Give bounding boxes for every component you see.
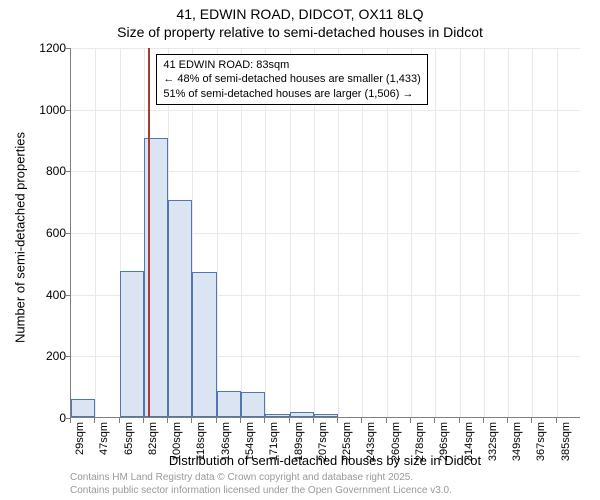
- x-tick: [167, 418, 168, 423]
- attribution-line2: Contains public sector information licen…: [70, 485, 452, 498]
- x-tick: [143, 418, 144, 423]
- marker-line: [148, 48, 150, 417]
- plot-area: 41 EDWIN ROAD: 83sqm← 48% of semi-detach…: [70, 48, 580, 418]
- x-tick: [313, 418, 314, 423]
- histogram-bar: [192, 272, 216, 417]
- x-tick: [289, 418, 290, 423]
- x-tick: [337, 418, 338, 423]
- annotation-line1: 41 EDWIN ROAD: 83sqm: [163, 58, 420, 72]
- grid-line-h: [71, 110, 580, 111]
- grid-line-v: [95, 48, 96, 417]
- y-tick-label: 1000: [26, 103, 66, 117]
- x-tick: [216, 418, 217, 423]
- grid-line-v: [484, 48, 485, 417]
- y-tick-label: 800: [26, 164, 66, 178]
- grid-line-v: [460, 48, 461, 417]
- y-tick-label: 1200: [26, 41, 66, 55]
- grid-line-v: [557, 48, 558, 417]
- x-tick: [264, 418, 265, 423]
- x-tick: [94, 418, 95, 423]
- x-tick: [70, 418, 71, 423]
- histogram-bar: [168, 200, 192, 417]
- x-tick: [240, 418, 241, 423]
- histogram-bar: [71, 399, 95, 418]
- x-axis-label: Distribution of semi-detached houses by …: [70, 453, 580, 468]
- annotation-line3: 51% of semi-detached houses are larger (…: [163, 87, 420, 101]
- y-tick-label: 200: [26, 349, 66, 363]
- x-tick: [556, 418, 557, 423]
- x-tick: [459, 418, 460, 423]
- grid-line-v: [508, 48, 509, 417]
- y-tick-label: 600: [26, 226, 66, 240]
- annotation-line2: ← 48% of semi-detached houses are smalle…: [163, 72, 420, 86]
- histogram-bar: [241, 392, 265, 417]
- annotation-box: 41 EDWIN ROAD: 83sqm← 48% of semi-detach…: [156, 54, 427, 105]
- grid-line-v: [435, 48, 436, 417]
- attribution-line1: Contains HM Land Registry data © Crown c…: [70, 472, 452, 485]
- chart-container: 41, EDWIN ROAD, DIDCOT, OX11 8LQ Size of…: [0, 0, 600, 500]
- y-tick-label: 400: [26, 288, 66, 302]
- x-tick: [434, 418, 435, 423]
- x-tick: [119, 418, 120, 423]
- x-tick: [361, 418, 362, 423]
- x-tick: [507, 418, 508, 423]
- y-tick-label: 0: [26, 411, 66, 425]
- x-tick: [191, 418, 192, 423]
- histogram-bar: [120, 271, 144, 417]
- x-tick: [531, 418, 532, 423]
- histogram-bar: [217, 391, 241, 417]
- histogram-bar: [265, 414, 289, 417]
- x-tick: [483, 418, 484, 423]
- attribution-text: Contains HM Land Registry data © Crown c…: [70, 472, 452, 497]
- x-tick: [386, 418, 387, 423]
- chart-title-sub: Size of property relative to semi-detach…: [0, 24, 600, 40]
- x-tick: [410, 418, 411, 423]
- chart-title-main: 41, EDWIN ROAD, DIDCOT, OX11 8LQ: [0, 6, 600, 22]
- grid-line-h: [71, 48, 580, 49]
- grid-line-v: [532, 48, 533, 417]
- histogram-bar: [314, 414, 338, 417]
- histogram-bar: [290, 412, 314, 417]
